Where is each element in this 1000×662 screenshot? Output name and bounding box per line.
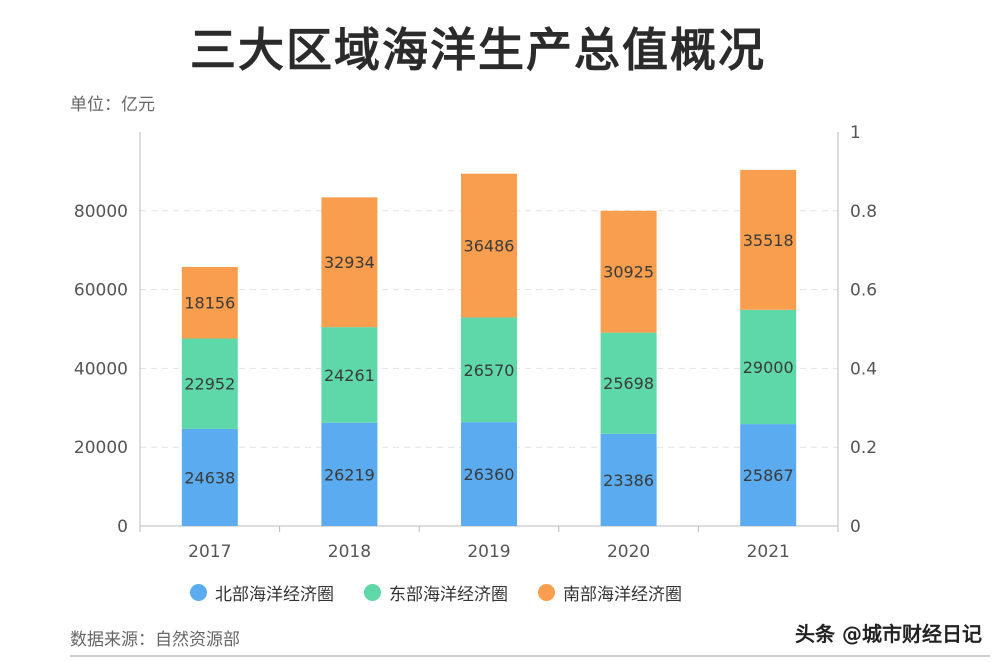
data-label: 22952 [184, 375, 235, 394]
bar-segment [740, 424, 797, 526]
legend-label-east: 东部海洋经济圈 [389, 585, 508, 605]
bar-segment [600, 210, 657, 333]
bar-segment [181, 428, 238, 526]
data-label: 25698 [603, 374, 654, 393]
y2-tick-label: 0.8 [850, 202, 877, 222]
data-label: 35518 [743, 231, 794, 250]
legend-item-north[interactable]: 北部海洋经济圈 [190, 580, 334, 605]
stacked-bar-chart: 0 20000 40000 60000 80000 0 0.2 0.4 0.6 0.8 1 2017 2… [74, 123, 877, 562]
bar-segment [600, 433, 657, 526]
data-label: 24261 [324, 366, 375, 385]
y2-tick-label: 1 [850, 123, 861, 143]
chart-title: 三大区域海洋生产总值概况 [190, 23, 766, 77]
unit-label: 单位：亿元 [70, 95, 155, 115]
data-label: 36486 [464, 237, 515, 256]
y2-tick-label: 0.2 [850, 438, 877, 458]
x-tick-label: 2018 [328, 542, 371, 562]
data-label: 26570 [464, 361, 515, 380]
x-tick-label: 2019 [467, 542, 510, 562]
y-tick-label: 20000 [74, 438, 128, 458]
legend-label-north: 北部海洋经济圈 [215, 585, 334, 605]
bar-segment [321, 197, 378, 328]
data-label: 32934 [324, 253, 375, 272]
x-tick-label: 2020 [607, 542, 650, 562]
bar-segment [181, 266, 238, 339]
bar-segment [461, 422, 517, 526]
y-tick-label: 40000 [74, 359, 128, 379]
bar-segment [321, 422, 378, 526]
bar-segment [740, 169, 797, 310]
legend-dot-north [190, 584, 207, 601]
data-label: 26219 [324, 465, 375, 484]
y-tick-label: 60000 [74, 281, 128, 301]
data-label: 26360 [464, 465, 515, 484]
y2-tick-label: 0.6 [850, 281, 877, 301]
legend-dot-south [538, 584, 555, 601]
data-label: 23386 [603, 471, 654, 490]
data-label: 25867 [743, 466, 794, 485]
legend-item-south[interactable]: 南部海洋经济圈 [538, 580, 682, 605]
source-divider [70, 655, 990, 657]
data-label: 29000 [743, 358, 794, 377]
bar-segment [321, 327, 378, 423]
y2-tick-label: 0.4 [850, 359, 877, 379]
data-label: 30925 [603, 263, 654, 282]
x-tick-label: 2021 [747, 542, 790, 562]
bars [181, 169, 797, 526]
legend: 北部海洋经济圈 东部海洋经济圈 南部海洋经济圈 [190, 580, 682, 605]
labels: 24638 22952 18156 26219 24261 32934 26360 26570… [184, 231, 793, 490]
x-tick-label: 2017 [188, 542, 231, 562]
legend-dot-east [364, 584, 381, 601]
bar-segment [181, 338, 238, 429]
bar-segment [461, 317, 517, 423]
watermark: 头条 @城市财经日记 [795, 622, 982, 646]
bar-segment [461, 173, 517, 318]
y2-tick-label: 0 [850, 517, 861, 537]
data-label: 24638 [184, 468, 235, 487]
y-tick-label: 0 [117, 517, 128, 537]
legend-label-south: 南部海洋经济圈 [563, 585, 682, 605]
source-label: 数据来源：自然资源部 [70, 630, 240, 650]
bar-segment [740, 309, 797, 425]
axes: 0 20000 40000 60000 80000 0 0.2 0.4 0.6 0.8 1 2017 2… [74, 123, 877, 562]
y-tick-label: 80000 [74, 202, 128, 222]
legend-item-east[interactable]: 东部海洋经济圈 [364, 580, 508, 605]
bar-segment [600, 332, 657, 434]
data-label: 18156 [184, 294, 235, 313]
